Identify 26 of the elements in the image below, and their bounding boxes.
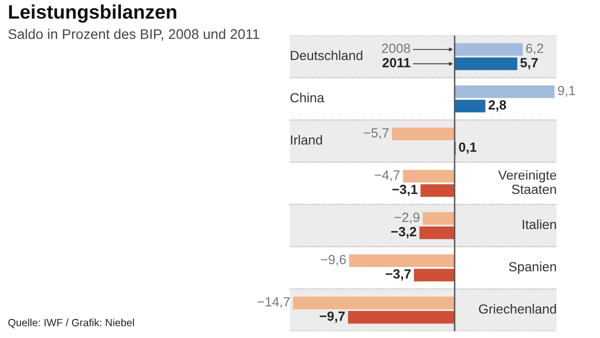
y-tick-label: China (290, 92, 324, 102)
data-label: −3,1 (392, 184, 418, 196)
text: 2008 (382, 44, 410, 53)
y-tick-label: Vereinigte Staaten (498, 170, 556, 194)
y-tick-label: Deutschland (290, 50, 362, 60)
data-label: 0,1 (458, 142, 476, 154)
data-label: 5,7 (520, 58, 538, 70)
data-label: −4,7 (374, 170, 400, 182)
data-label: −5,7 (364, 128, 389, 140)
y-tick-label: Spanien (508, 262, 556, 274)
data-label: −9,7 (320, 311, 345, 323)
data-label: −3,2 (391, 226, 416, 238)
data-label: −3,7 (386, 269, 411, 281)
data-label: 6,2 (526, 44, 544, 55)
data-label: −2,9 (394, 212, 420, 224)
y-tick-label: Griechenland (478, 304, 556, 314)
y-tick-label: Irland (291, 134, 322, 145)
data-label: −9,6 (320, 254, 346, 266)
source-note: Quelle: IWF / Grafik: Niebel (8, 318, 134, 328)
y-tick-label: Italien (522, 219, 556, 230)
text: Saldo in Prozent des BIP, 2008 und 2011 (8, 28, 260, 41)
data-label: −14,7 (258, 297, 290, 308)
data-label: 2,8 (488, 100, 506, 112)
text: 2011 (382, 58, 410, 68)
text: Leistungsbilanzen (9, 4, 176, 23)
data-label: 9,1 (558, 86, 576, 97)
